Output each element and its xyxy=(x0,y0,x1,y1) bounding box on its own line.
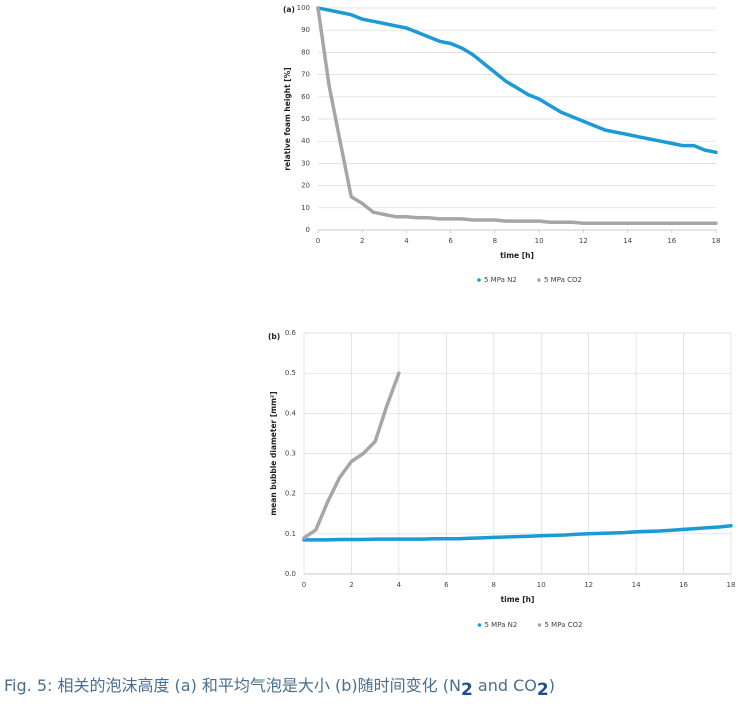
x-tick-label: 4 xyxy=(397,581,402,589)
x-tick-label: 4 xyxy=(404,237,409,245)
caption-text: and CO xyxy=(472,676,537,695)
y-tick-label: 20 xyxy=(301,182,310,190)
x-tick-label: 18 xyxy=(712,237,721,245)
x-tick-label: 16 xyxy=(679,581,688,589)
y-tick-label: 80 xyxy=(301,48,310,56)
x-tick-label: 12 xyxy=(579,237,588,245)
x-tick-label: 6 xyxy=(444,581,449,589)
x-tick-label: 14 xyxy=(623,237,632,245)
x-tick-label: 2 xyxy=(360,237,364,245)
legend-label: 5 MPa CO2 xyxy=(544,276,582,284)
legend-marker xyxy=(537,623,542,627)
x-tick-label: 8 xyxy=(492,581,496,589)
y-tick-label: 0 xyxy=(306,226,310,234)
y-tick-label: 0.6 xyxy=(285,329,297,337)
legend-label: 5 MPa N2 xyxy=(485,621,518,629)
y-axis-label: mean bubble diameter [mm²] xyxy=(269,391,278,515)
y-tick-label: 0.1 xyxy=(285,530,296,538)
subscript: 2 xyxy=(536,680,549,700)
x-tick-label: 10 xyxy=(535,237,544,245)
y-tick-label: 30 xyxy=(301,159,310,167)
panel-label: (a) xyxy=(283,5,295,14)
caption-text: ) xyxy=(548,676,555,695)
panel-label: (b) xyxy=(268,332,280,341)
y-tick-label: 70 xyxy=(301,71,310,79)
x-tick-label: 18 xyxy=(727,581,736,589)
data-line xyxy=(316,6,718,155)
legend-label: 5 MPa N2 xyxy=(484,276,517,284)
y-tick-label: 60 xyxy=(301,93,310,101)
y-tick-label: 0.5 xyxy=(285,369,296,377)
y-tick-label: 100 xyxy=(297,4,310,12)
y-tick-label: 50 xyxy=(301,115,310,123)
y-tick-label: 40 xyxy=(301,137,310,145)
legend-label: 5 MPa CO2 xyxy=(545,621,583,629)
x-tick-label: 8 xyxy=(493,237,497,245)
caption-text: Fig. 5: 相关的泡沫高度 (a) 和平均气泡是大小 (b)随时间变化 (N xyxy=(4,676,461,695)
caption: Fig. 5: 相关的泡沫高度 (a) 和平均气泡是大小 (b)随时间变化 (N… xyxy=(4,672,555,700)
y-tick-label: 0.2 xyxy=(285,490,296,498)
x-axis-label: time [h] xyxy=(500,251,534,260)
x-tick-label: 2 xyxy=(349,581,353,589)
x-tick-label: 6 xyxy=(448,237,453,245)
x-tick-label: 12 xyxy=(584,581,593,589)
y-tick-label: 90 xyxy=(301,26,310,34)
legend-marker xyxy=(477,278,481,282)
subscript: 2 xyxy=(460,680,473,700)
y-tick-label: 0.3 xyxy=(285,450,296,458)
x-tick-label: 0 xyxy=(316,237,320,245)
x-tick-label: 14 xyxy=(632,581,641,589)
x-tick-label: 10 xyxy=(537,581,546,589)
y-tick-label: 0.4 xyxy=(285,409,297,417)
x-tick-label: 0 xyxy=(302,581,306,589)
x-tick-label: 16 xyxy=(667,237,676,245)
data-line xyxy=(302,524,733,542)
legend-marker xyxy=(537,278,541,282)
legend-marker xyxy=(477,623,482,627)
y-tick-label: 10 xyxy=(301,204,310,212)
data-line xyxy=(302,371,401,540)
data-line xyxy=(316,6,718,226)
y-tick-label: 0.0 xyxy=(285,570,296,578)
x-axis-label: time [h] xyxy=(501,595,535,604)
y-axis-label: relative foam height [%] xyxy=(283,67,292,170)
